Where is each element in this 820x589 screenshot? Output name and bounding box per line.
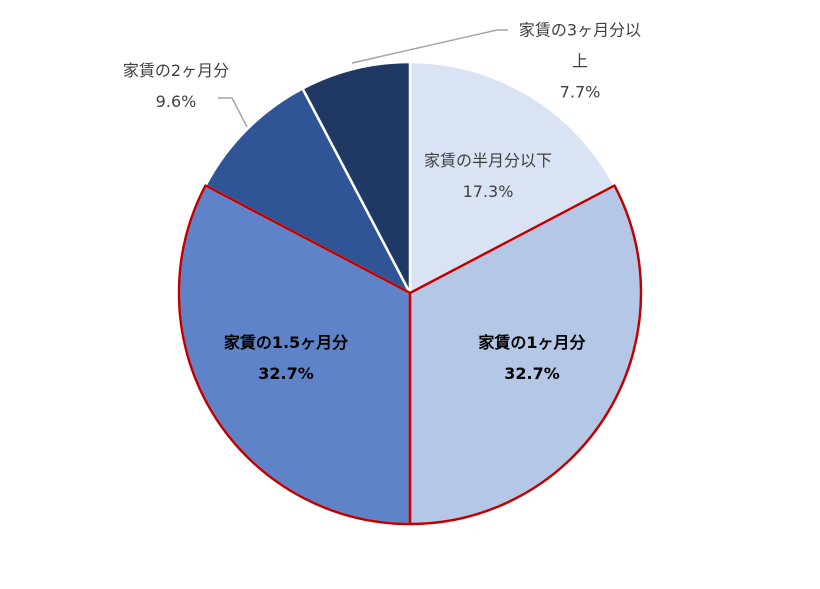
value-label: 32.7%	[258, 364, 314, 383]
slice-label: 家賃の3ヶ月分以上 7.7%	[516, 15, 644, 108]
category-label: 家賃の3ヶ月分以上	[518, 20, 642, 71]
leader-line	[218, 97, 248, 128]
pie-slice	[408, 60, 617, 296]
slice-label: 家賃の半月分以下 17.3%	[424, 145, 552, 207]
value-label: 17.3%	[462, 182, 514, 201]
slice-label: 家賃の1ヶ月分 32.7%	[447, 327, 617, 389]
slice-highlight	[408, 184, 643, 526]
pie-slice	[300, 60, 412, 294]
value-label: 9.6%	[155, 92, 197, 111]
category-label: 家賃の1ヶ月分	[478, 333, 586, 352]
leader-line	[351, 29, 508, 64]
category-label: 家賃の1.5ヶ月分	[223, 333, 349, 352]
value-label: 32.7%	[504, 364, 560, 383]
category-label: 家賃の半月分以下	[424, 151, 553, 170]
slice-label: 家賃の2ヶ月分 9.6%	[101, 55, 251, 117]
category-label: 家賃の2ヶ月分	[122, 61, 230, 80]
pie-slice	[203, 86, 413, 296]
slice-highlight	[177, 184, 412, 526]
value-label: 7.7%	[559, 82, 601, 102]
slice-label: 家賃の1.5ヶ月分 32.7%	[196, 327, 376, 389]
